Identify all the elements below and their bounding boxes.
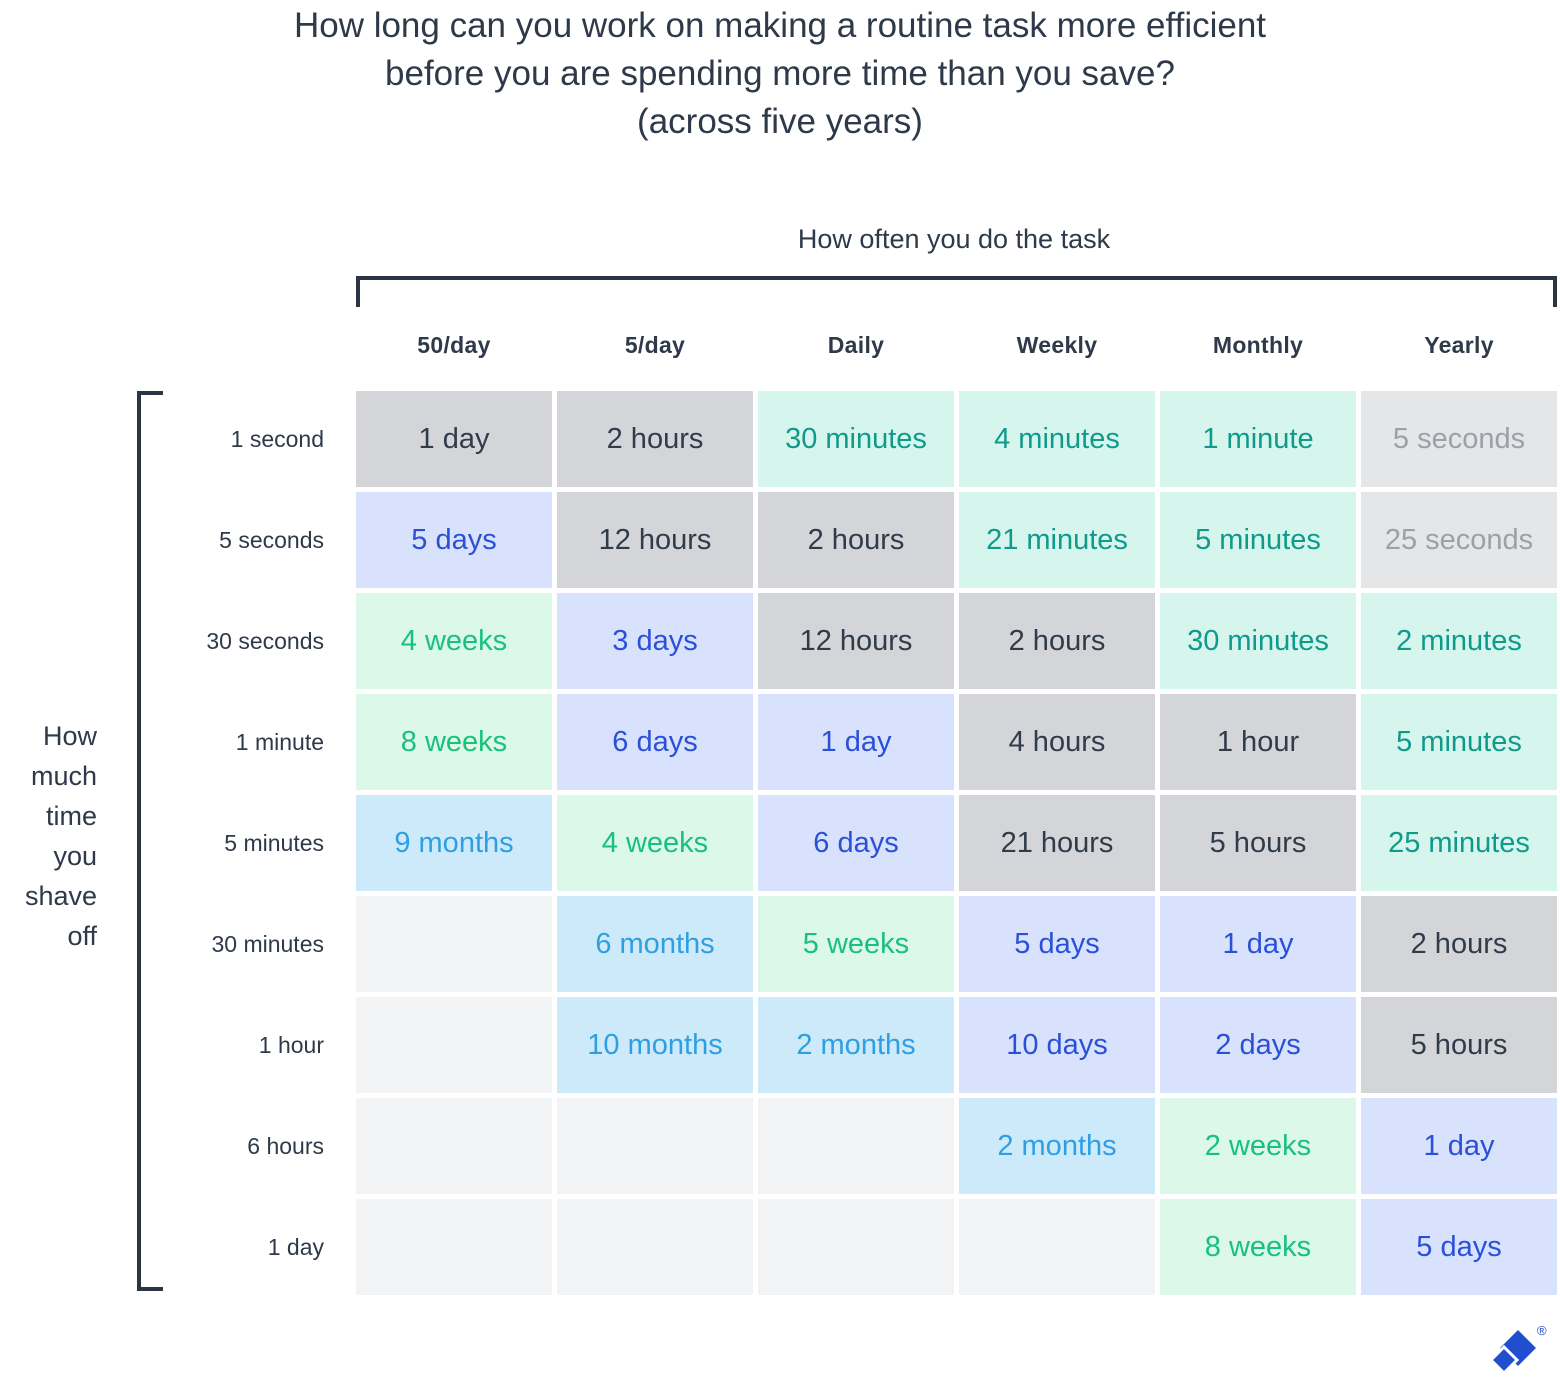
matrix-cell: 2 hours: [959, 593, 1155, 689]
matrix-cell: 21 hours: [959, 795, 1155, 891]
matrix-cell: 6 months: [557, 896, 753, 992]
column-header: Daily: [827, 332, 885, 358]
matrix-cell-empty: [959, 1199, 1155, 1295]
matrix-cell: 2 hours: [1361, 896, 1557, 992]
matrix-cell: 1 day: [356, 391, 552, 487]
column-header: Yearly: [1424, 332, 1494, 358]
matrix-cell: 1 hour: [1160, 694, 1356, 790]
matrix-cell: 3 days: [557, 593, 753, 689]
matrix-cell: 12 hours: [557, 492, 753, 588]
matrix-cell: 5 hours: [1160, 795, 1356, 891]
column-header: 5/day: [624, 332, 686, 358]
row-labels: 1 second 5 seconds 30 seconds 1 minute 5 min…: [160, 391, 324, 1300]
matrix-cell: 1 minute: [1160, 391, 1356, 487]
registered-trademark-icon: ®: [1537, 1323, 1547, 1338]
matrix-cell: 2 minutes: [1361, 593, 1557, 689]
matrix-grid: 1 day 2 hours 30 minutes 4 minutes 1 minute 5…: [356, 391, 1557, 1295]
matrix-cell-empty: [356, 1098, 552, 1194]
matrix-cell: 5 minutes: [1160, 492, 1356, 588]
matrix-cell-empty: [758, 1199, 954, 1295]
row-label: 6 hours: [247, 1132, 324, 1159]
matrix-cell-empty: [557, 1098, 753, 1194]
matrix-cell-empty: [758, 1098, 954, 1194]
matrix-cell: 2 months: [959, 1098, 1155, 1194]
matrix-cell: 4 minutes: [959, 391, 1155, 487]
matrix-cell: 1 day: [1160, 896, 1356, 992]
page-title: How long can you work on making a routin…: [0, 2, 1560, 146]
matrix-cell-empty: [356, 997, 552, 1093]
column-header: 50/day: [417, 332, 491, 358]
matrix-cell: 12 hours: [758, 593, 954, 689]
top-bracket: [356, 276, 1557, 307]
matrix-cell: 30 minutes: [1160, 593, 1356, 689]
row-label: 30 minutes: [211, 930, 324, 957]
left-bracket: [137, 391, 163, 1291]
title-line-3: (across five years): [637, 102, 923, 141]
row-label: 5 seconds: [219, 526, 324, 553]
matrix-cell: 8 weeks: [1160, 1199, 1356, 1295]
matrix-cell: 1 day: [1361, 1098, 1557, 1194]
matrix-cell-empty: [356, 896, 552, 992]
matrix-cell: 5 weeks: [758, 896, 954, 992]
matrix-cell: 25 seconds: [1361, 492, 1557, 588]
matrix-cell: 2 days: [1160, 997, 1356, 1093]
matrix-cell: 5 days: [959, 896, 1155, 992]
matrix-cell: 10 days: [959, 997, 1155, 1093]
matrix-cell: 5 seconds: [1361, 391, 1557, 487]
matrix-cell-empty: [557, 1199, 753, 1295]
title-line-2: before you are spending more time than y…: [385, 54, 1175, 93]
matrix-cell: 5 hours: [1361, 997, 1557, 1093]
row-label: 1 minute: [235, 728, 324, 755]
matrix-cell: 4 weeks: [356, 593, 552, 689]
x-axis-caption: How often you do the task: [797, 224, 1111, 254]
title-line-1: How long can you work on making a routin…: [293, 6, 1267, 45]
matrix-cell: 2 months: [758, 997, 954, 1093]
matrix-cell: 2 weeks: [1160, 1098, 1356, 1194]
row-label: 5 minutes: [224, 829, 324, 856]
row-label: 30 seconds: [206, 627, 324, 654]
matrix-cell: 21 minutes: [959, 492, 1155, 588]
matrix-cell: 9 months: [356, 795, 552, 891]
matrix-cell: 4 hours: [959, 694, 1155, 790]
matrix-cell: 5 days: [356, 492, 552, 588]
matrix-cell: 10 months: [557, 997, 753, 1093]
matrix-cell: 8 weeks: [356, 694, 552, 790]
column-header: Monthly: [1212, 332, 1304, 358]
column-header: Weekly: [1016, 332, 1098, 358]
y-axis-caption: How much time you shave off: [24, 721, 97, 951]
matrix-cell: 1 day: [758, 694, 954, 790]
matrix-cell: 5 minutes: [1361, 694, 1557, 790]
matrix-cell: 2 hours: [557, 391, 753, 487]
matrix-cell: 30 minutes: [758, 391, 954, 487]
matrix-cell-empty: [356, 1199, 552, 1295]
row-label: 1 second: [230, 425, 324, 452]
matrix-cell: 2 hours: [758, 492, 954, 588]
column-headers: 50/day 5/day Daily Weekly Monthly Yearly: [356, 332, 1557, 359]
row-label: 1 hour: [258, 1031, 324, 1058]
matrix-cell: 6 days: [758, 795, 954, 891]
row-label: 1 day: [267, 1233, 324, 1260]
matrix-cell: 6 days: [557, 694, 753, 790]
matrix-cell: 5 days: [1361, 1199, 1557, 1295]
toptal-logo-mark: [1488, 1330, 1536, 1376]
matrix-cell: 4 weeks: [557, 795, 753, 891]
toptal-logo: ®: [1486, 1323, 1552, 1378]
matrix-cell: 25 minutes: [1361, 795, 1557, 891]
